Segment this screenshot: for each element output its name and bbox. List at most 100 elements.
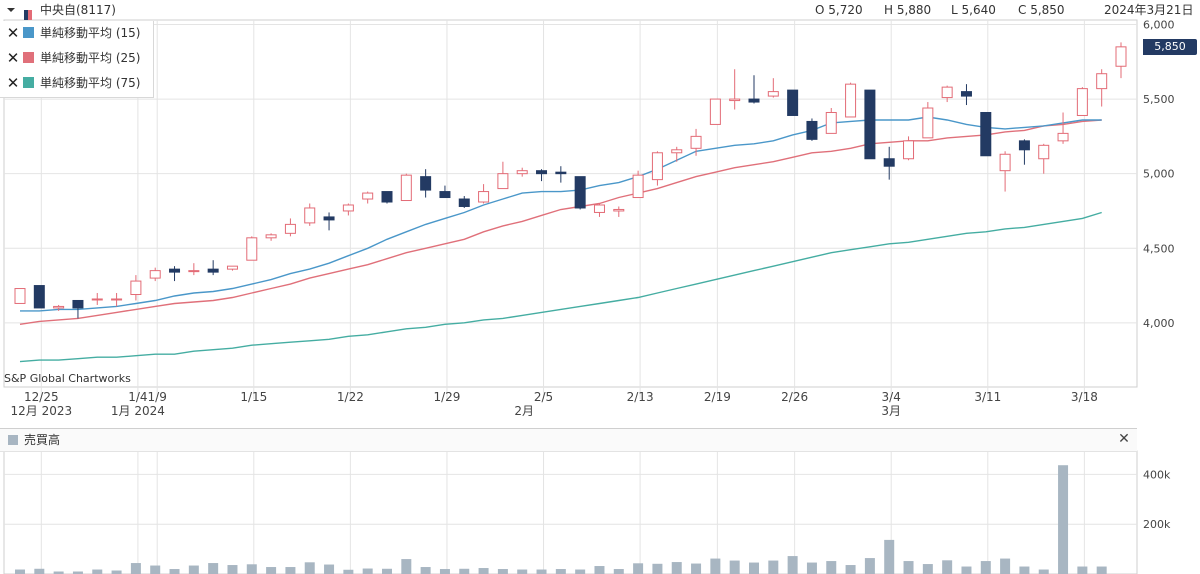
candle-body-up bbox=[497, 173, 509, 190]
candle-body-up bbox=[632, 174, 644, 199]
volume-bar bbox=[266, 567, 277, 574]
candle bbox=[342, 203, 354, 216]
volume-bar bbox=[401, 559, 412, 574]
candle-body-down bbox=[960, 91, 972, 97]
candle-body-up bbox=[111, 298, 123, 301]
candle bbox=[806, 118, 818, 141]
candle-body-up bbox=[1076, 88, 1088, 116]
volume-bar bbox=[633, 563, 644, 574]
current-date: 2024年3月21日 bbox=[1104, 3, 1194, 17]
volume-bar bbox=[961, 566, 972, 574]
sma75-polyline bbox=[19, 211, 1102, 363]
candle-body-up bbox=[671, 149, 683, 154]
candle-body-up bbox=[226, 265, 238, 270]
volume-bar bbox=[246, 564, 257, 574]
date-tick-label: 1/29 bbox=[433, 390, 460, 404]
candle bbox=[825, 108, 837, 134]
volume-bars bbox=[15, 465, 1107, 574]
sma15-polyline bbox=[20, 116, 1102, 312]
data-credit: S&P Global Chartworks bbox=[4, 372, 131, 385]
volume-bar bbox=[536, 569, 547, 574]
legend-label[interactable]: 単純移動平均 (15) bbox=[40, 26, 141, 40]
candle-body-up bbox=[400, 174, 412, 202]
candle bbox=[960, 84, 972, 106]
price-tick-label: 4,000 bbox=[1143, 317, 1175, 330]
remove-sma75-close-icon[interactable]: ✕ bbox=[6, 74, 20, 92]
legend-label[interactable]: 単純移動平均 (75) bbox=[40, 76, 141, 90]
month-tick-label: 1月 2024 bbox=[111, 404, 165, 418]
candle-body-down bbox=[806, 120, 818, 140]
date-tick-label: 3/4 bbox=[882, 390, 901, 404]
candle bbox=[149, 267, 161, 282]
candle bbox=[516, 167, 528, 177]
volume-bar bbox=[826, 561, 837, 574]
volume-bar bbox=[285, 567, 296, 574]
date-tick-label: 2/13 bbox=[627, 390, 654, 404]
candle bbox=[1096, 69, 1108, 107]
volume-bar bbox=[884, 539, 895, 574]
sma25-line bbox=[19, 119, 1102, 325]
volume-bar bbox=[749, 562, 759, 574]
candle-body-up bbox=[188, 270, 200, 273]
candle-body-up bbox=[149, 270, 161, 279]
volume-bar bbox=[903, 561, 914, 574]
candle bbox=[787, 89, 799, 116]
candle bbox=[1038, 143, 1050, 174]
remove-sma15-close-icon[interactable]: ✕ bbox=[6, 24, 20, 42]
volume-bar bbox=[15, 569, 25, 574]
candle-body-up bbox=[91, 298, 103, 301]
volume-bar bbox=[150, 565, 161, 574]
volume-bar bbox=[34, 568, 45, 574]
candle bbox=[1057, 112, 1069, 144]
volume-bar bbox=[980, 561, 991, 574]
candle-body-down bbox=[883, 158, 895, 167]
ohlc-low: L 5,640 bbox=[951, 3, 996, 17]
date-axis: 12/25 1/4 1/9 1/15 1/22 1/29 2/5 2/13 2/19 2/26 3/… bbox=[11, 390, 1098, 418]
volume-panel-close-icon[interactable]: ✕ bbox=[1118, 431, 1130, 447]
sma25-swatch bbox=[23, 52, 34, 63]
candle-body-up bbox=[825, 111, 837, 134]
legend-label[interactable]: 単純移動平均 (25) bbox=[40, 51, 141, 65]
candle bbox=[284, 218, 296, 237]
candle bbox=[420, 169, 432, 198]
candle-body-down bbox=[420, 176, 432, 191]
price-tick-label: 5,500 bbox=[1143, 93, 1175, 106]
candle bbox=[265, 233, 277, 241]
candle bbox=[72, 299, 84, 319]
price-tick-label: 6,000 bbox=[1143, 18, 1175, 31]
date-tick-label: 1/15 bbox=[240, 390, 267, 404]
date-tick-label: 1/22 bbox=[337, 390, 364, 404]
candle bbox=[574, 176, 586, 210]
symbol-menu-chevron-icon[interactable] bbox=[6, 0, 16, 20]
remove-sma25-close-icon[interactable]: ✕ bbox=[6, 49, 20, 67]
symbol-label[interactable]: 中央自(8117) bbox=[40, 3, 116, 17]
candles bbox=[14, 42, 1127, 319]
candle bbox=[478, 184, 490, 204]
volume-bar bbox=[382, 568, 392, 574]
volume-bar bbox=[1077, 566, 1088, 574]
volume-bar bbox=[130, 563, 141, 574]
candle bbox=[207, 260, 219, 276]
price-tick-label: 4,500 bbox=[1143, 242, 1175, 255]
candle bbox=[613, 206, 625, 217]
date-tick-label: 2/19 bbox=[704, 390, 731, 404]
volume-bar bbox=[922, 564, 933, 574]
volume-bar bbox=[1019, 566, 1030, 574]
volume-plot-frame bbox=[3, 450, 1138, 574]
volume-bar bbox=[729, 560, 740, 574]
candle bbox=[91, 293, 103, 305]
date-tick-label: 3/11 bbox=[974, 390, 1001, 404]
last-price-tag: 5,850 bbox=[1143, 38, 1197, 55]
candle bbox=[439, 185, 451, 199]
volume-bar bbox=[478, 568, 489, 574]
volume-panel-header: 売買高 ✕ bbox=[0, 428, 1137, 452]
volume-bar bbox=[497, 569, 508, 574]
candle-body-up bbox=[516, 170, 528, 175]
volume-bar bbox=[671, 562, 682, 574]
date-tick-label: 1/9 bbox=[148, 390, 167, 404]
candle bbox=[1115, 42, 1127, 79]
candle bbox=[169, 266, 181, 282]
candle bbox=[381, 191, 393, 204]
candle bbox=[671, 146, 683, 162]
date-tick-label: 1/4 bbox=[128, 390, 147, 404]
